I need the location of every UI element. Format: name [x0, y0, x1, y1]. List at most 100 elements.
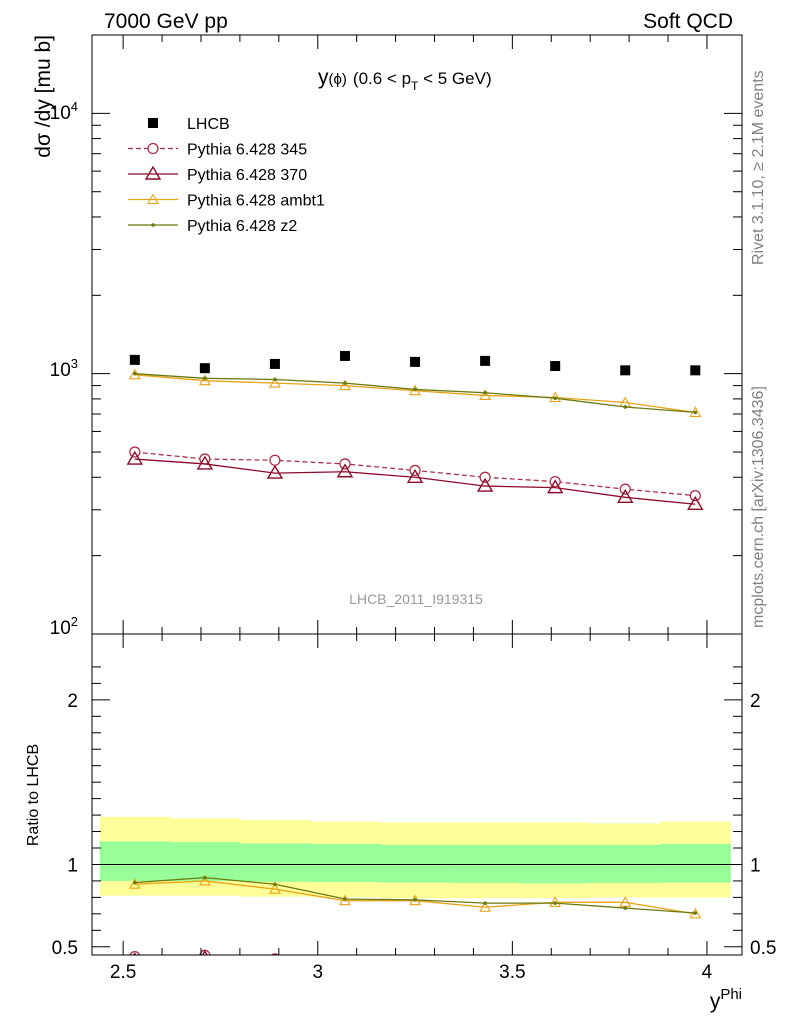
- ratio-point-py345-6: [550, 965, 560, 975]
- ratio-y-tick-label-1: 1: [67, 855, 78, 876]
- ratio-y-tick-label-0: 0.5: [52, 938, 78, 959]
- main-point-ambt1-1: [198, 374, 211, 386]
- main-y-axis-title: dσ /dy [mu b]: [32, 35, 55, 158]
- legend-item-z2: Pythia 6.428 z2: [128, 218, 297, 235]
- main-point-data-0: [129, 354, 140, 365]
- main-line-z2: [134, 373, 696, 414]
- main-series-py370: [126, 450, 704, 510]
- main-series-z2: [133, 371, 698, 415]
- legend-label-data: LHCB: [187, 116, 230, 133]
- plot-title: y(ϕ) (0.6 < pT < 5 GeV): [318, 66, 492, 93]
- x-tick-label-1: 3: [312, 962, 323, 983]
- legend-item-py370: Pythia 6.428 370: [128, 165, 307, 184]
- main-point-z2-1: [203, 376, 207, 381]
- main-point-py370-2: [266, 464, 284, 479]
- main-point-data-2: [269, 358, 280, 369]
- main-point-ambt1-2: [268, 376, 281, 388]
- mcplots-label: mcplots.cern.ch [arXiv:1306.3436]: [750, 386, 767, 628]
- ratio-point-py370-7: [618, 969, 632, 981]
- header-energy-label: 7000 GeV pp: [104, 10, 228, 33]
- main-point-ambt1-4: [409, 384, 421, 396]
- band-inner-1: [169, 842, 241, 881]
- axis-ticks: [92, 34, 742, 955]
- analysis-watermark: LHCB_2011_I919315: [349, 591, 483, 607]
- main-point-z2-8: [693, 410, 698, 415]
- main-point-data-1: [199, 363, 210, 374]
- main-series-ambt1: [128, 368, 702, 417]
- ratio-point-z2-6: [553, 901, 557, 905]
- legend-marker-py370: [144, 165, 162, 180]
- band-inner-2: [239, 843, 311, 882]
- ratio-y-tick-label-right-1: 1: [750, 855, 761, 876]
- band-inner-8: [660, 843, 731, 883]
- ratio-y-tick-label-2: 2: [67, 691, 78, 712]
- legend-label-py345: Pythia 6.428 345: [187, 142, 307, 159]
- legend-label-z2: Pythia 6.428 z2: [187, 218, 297, 235]
- main-point-ambt1-6: [549, 391, 562, 403]
- main-point-py345-2: [269, 454, 281, 466]
- x-tick-label-0: 2.5: [110, 962, 136, 983]
- x-tick-label-3: 4: [702, 962, 713, 983]
- ratio-point-py370-2: [268, 959, 282, 971]
- legend-marker-data: [148, 118, 158, 128]
- main-point-data-6: [550, 361, 561, 372]
- ratio-point-py370-8: [688, 972, 702, 984]
- main-point-z2-4: [413, 387, 417, 392]
- ratio-point-ambt1-2: [268, 883, 281, 894]
- main-point-data-5: [480, 355, 491, 366]
- main-point-z2-3: [343, 381, 347, 385]
- x-tick-label-2: 3.5: [499, 962, 525, 983]
- ratio-point-py345-7: [620, 966, 630, 976]
- main-point-z2-0: [133, 371, 137, 376]
- main-point-data-7: [620, 365, 631, 376]
- legend-item-data: LHCB: [148, 116, 230, 133]
- legend-item-ambt1: Pythia 6.428 ambt1: [128, 193, 325, 210]
- legend-label-ambt1: Pythia 6.428 ambt1: [187, 193, 325, 210]
- main-point-data-4: [410, 356, 421, 367]
- legend-item-py345: Pythia 6.428 345: [128, 142, 307, 159]
- ratio-point-z2-3: [343, 897, 347, 901]
- band-inner-7: [590, 844, 661, 883]
- ratio-point-py370-4: [408, 963, 422, 975]
- main-point-py370-8: [687, 495, 704, 510]
- main-point-py345-8: [689, 489, 701, 502]
- main-point-data-8: [690, 365, 701, 376]
- ratio-point-ambt1-0: [128, 878, 141, 889]
- ratio-point-ambt1-1: [198, 874, 211, 886]
- main-point-z2-5: [483, 390, 487, 395]
- y-tick-label-100: 102: [50, 614, 78, 639]
- band-inner-3: [309, 843, 381, 883]
- y-tick-label-1000: 103: [50, 356, 78, 381]
- ratio-point-py345-5: [480, 965, 490, 975]
- ratio-point-py345-3: [340, 961, 350, 971]
- main-series-py345: [129, 446, 701, 502]
- main-point-z2-6: [553, 396, 557, 401]
- legend-label-py370: Pythia 6.428 370: [187, 167, 307, 184]
- main-point-data-3: [339, 350, 350, 361]
- legend-marker-ambt1: [147, 193, 159, 205]
- ratio-point-ambt1-5: [479, 901, 492, 912]
- ratio-point-ambt1-3: [339, 894, 351, 906]
- ratio-series-py370: [133, 949, 702, 984]
- ratio-point-z2-8: [693, 911, 698, 915]
- main-line-py370: [134, 458, 696, 505]
- x-axis-title: yPhi: [710, 986, 742, 1013]
- ratio-point-py345-8: [690, 970, 700, 980]
- ratio-point-py370-6: [548, 966, 562, 978]
- ratio-line-py345: [187, 954, 212, 955]
- ratio-point-z2-7: [623, 906, 628, 910]
- main-point-ambt1-3: [339, 379, 351, 391]
- main-point-py345-5: [479, 471, 491, 483]
- main-point-py370-5: [476, 477, 494, 492]
- ratio-point-py370-3: [338, 963, 352, 975]
- legend-marker-z2: [151, 223, 155, 227]
- ratio-point-ambt1-6: [549, 896, 562, 907]
- ratio-point-z2-2: [273, 882, 277, 887]
- ratio-point-z2-0: [133, 880, 137, 885]
- legend-marker-py345: [147, 142, 159, 155]
- main-series-data: [129, 350, 701, 376]
- main-point-py370-3: [336, 463, 354, 478]
- y-tick-label-10000: 104: [50, 99, 78, 124]
- ratio-y-axis-title: Ratio to LHCB: [25, 744, 42, 846]
